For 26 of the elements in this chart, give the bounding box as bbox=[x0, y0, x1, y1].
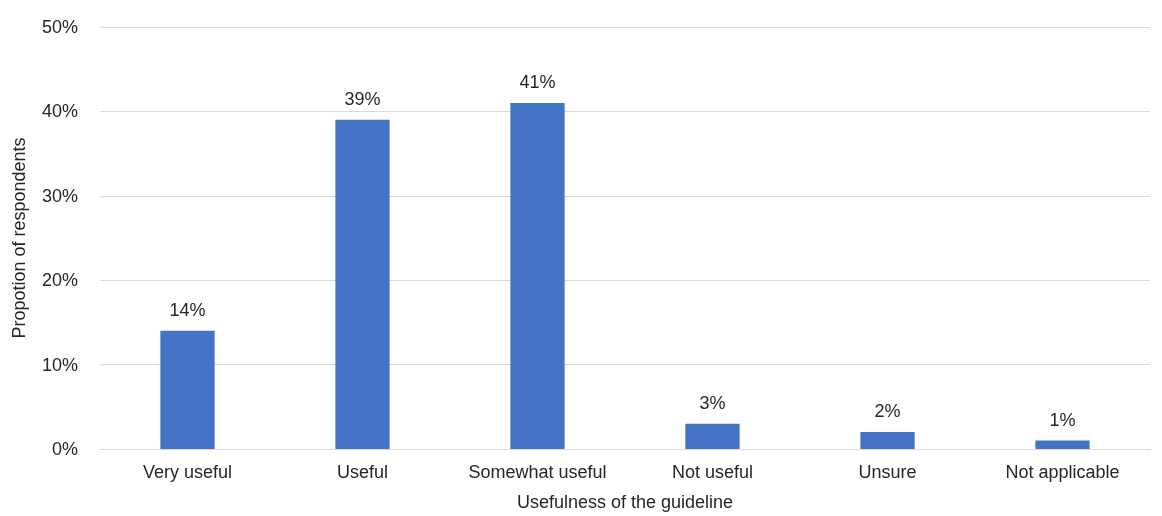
y-tick-label: 20% bbox=[41, 270, 78, 291]
data-label: 14% bbox=[169, 299, 206, 320]
data-label: 39% bbox=[344, 88, 381, 109]
x-tick-label: Somewhat useful bbox=[468, 462, 607, 482]
x-tick-label: Unsure bbox=[858, 462, 917, 482]
y-tick-label: 40% bbox=[41, 101, 78, 122]
data-label: 3% bbox=[699, 392, 726, 413]
y-tick-label: 0% bbox=[51, 439, 78, 459]
x-tick-label: Useful bbox=[336, 462, 389, 482]
bar bbox=[860, 432, 915, 449]
y-tick-label: 50% bbox=[41, 17, 78, 37]
data-label: 1% bbox=[1049, 409, 1076, 430]
x-axis-title: Usefulness of the guideline bbox=[516, 492, 734, 512]
x-tick-label: Not applicable bbox=[1005, 462, 1120, 482]
y-tick-label: 30% bbox=[41, 185, 78, 206]
bar bbox=[1035, 440, 1090, 449]
y-axis-title: Propotion of respondents bbox=[9, 137, 29, 339]
bar bbox=[510, 102, 565, 449]
bar bbox=[685, 423, 740, 449]
x-tick-label: Very useful bbox=[142, 462, 233, 482]
data-label: 2% bbox=[874, 401, 901, 422]
data-label: 41% bbox=[519, 71, 556, 92]
y-tick-label: 10% bbox=[41, 354, 78, 375]
x-tick-label: Not useful bbox=[671, 462, 754, 482]
bar bbox=[335, 119, 390, 449]
bar bbox=[160, 330, 215, 449]
